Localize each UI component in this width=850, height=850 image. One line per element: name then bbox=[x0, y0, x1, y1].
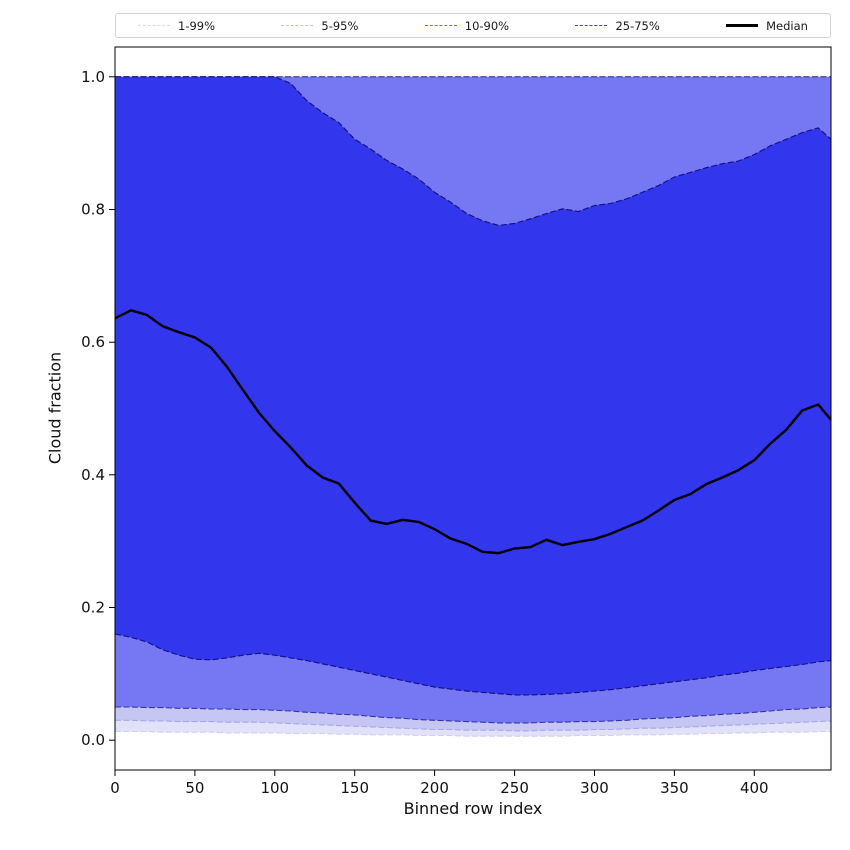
edge-low-5-95% bbox=[115, 719, 832, 732]
legend-label-1-99: 1-99% bbox=[178, 18, 216, 33]
edge-low-1-99% bbox=[115, 730, 831, 737]
legend-item-median: Median bbox=[726, 19, 808, 33]
legend-label-10-90: 10-90% bbox=[464, 18, 510, 33]
legend-line-median-icon bbox=[726, 24, 759, 27]
y-tick-label: 0.0 bbox=[81, 731, 105, 749]
legend-label-median: Median bbox=[766, 18, 808, 33]
edge-low-25-75% bbox=[114, 633, 832, 696]
y-tick-label: 1.0 bbox=[81, 68, 105, 86]
legend-item-1-99: 1-99% bbox=[138, 19, 215, 33]
legend: 1-99% 5-95% 10-90% 25-75% Median bbox=[115, 13, 831, 38]
x-tick-label: 0 bbox=[110, 779, 120, 797]
x-tick-label: 50 bbox=[185, 779, 204, 797]
x-tick-label: 350 bbox=[660, 779, 689, 797]
legend-line-25-75-icon bbox=[575, 25, 608, 26]
band-25-75% bbox=[115, 76, 831, 696]
legend-item-25-75: 25-75% bbox=[575, 18, 660, 33]
y-tick-label: 0.6 bbox=[81, 333, 105, 351]
x-tick-label: 250 bbox=[500, 779, 529, 797]
legend-line-5-95-icon bbox=[281, 25, 314, 26]
legend-line-10-90-icon bbox=[424, 25, 457, 26]
legend-label-25-75: 25-75% bbox=[615, 18, 660, 33]
edge-low-10-90% bbox=[115, 706, 832, 724]
legend-line-1-99-icon bbox=[138, 25, 170, 26]
x-tick-label: 300 bbox=[580, 779, 609, 797]
x-tick-label: 400 bbox=[740, 779, 769, 797]
legend-item-5-95: 5-95% bbox=[281, 19, 358, 33]
y-tick-label: 0.8 bbox=[81, 201, 105, 219]
x-axis-label: Binned row index bbox=[403, 799, 543, 818]
x-tick-label: 200 bbox=[420, 779, 449, 797]
axes-frame bbox=[114, 46, 832, 771]
legend-label-5-95: 5-95% bbox=[321, 18, 359, 33]
y-tick-label: 0.4 bbox=[81, 466, 105, 484]
median-line bbox=[114, 309, 832, 555]
y-tick-label: 0.2 bbox=[81, 599, 105, 617]
legend-item-10-90: 10-90% bbox=[424, 18, 510, 33]
plot-area: 0 50 100 150 200 250 300 350 400 0.0 0.2 0.4 0.6 0.8 1… bbox=[81, 46, 832, 797]
y-axis-label: Cloud fraction bbox=[45, 351, 65, 465]
x-tick-label: 100 bbox=[260, 779, 289, 797]
edge-high-25-75% bbox=[115, 76, 832, 226]
x-tick-label: 150 bbox=[340, 779, 369, 797]
